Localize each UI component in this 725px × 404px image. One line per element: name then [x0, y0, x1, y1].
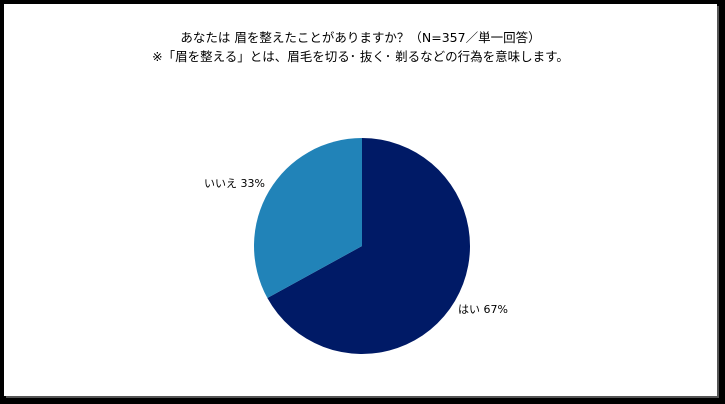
chart-subtitle: ※「眉を整える」とは、眉毛を切る･ 抜く･ 剃るなどの行為を意味します。	[152, 49, 569, 64]
chart-title-block: あなたは 眉を整えたことがありますか？（N=357／単一回答） ※「眉を整える」…	[4, 28, 717, 66]
chart-title: あなたは 眉を整えたことがありますか？（N=357／単一回答）	[180, 30, 541, 45]
slice-label-iie: いいえ 33%	[204, 177, 265, 190]
pie-slice-hai	[267, 138, 470, 354]
pie-slice-iie	[253, 137, 362, 299]
slice-label-hai: はい 67%	[458, 303, 508, 316]
